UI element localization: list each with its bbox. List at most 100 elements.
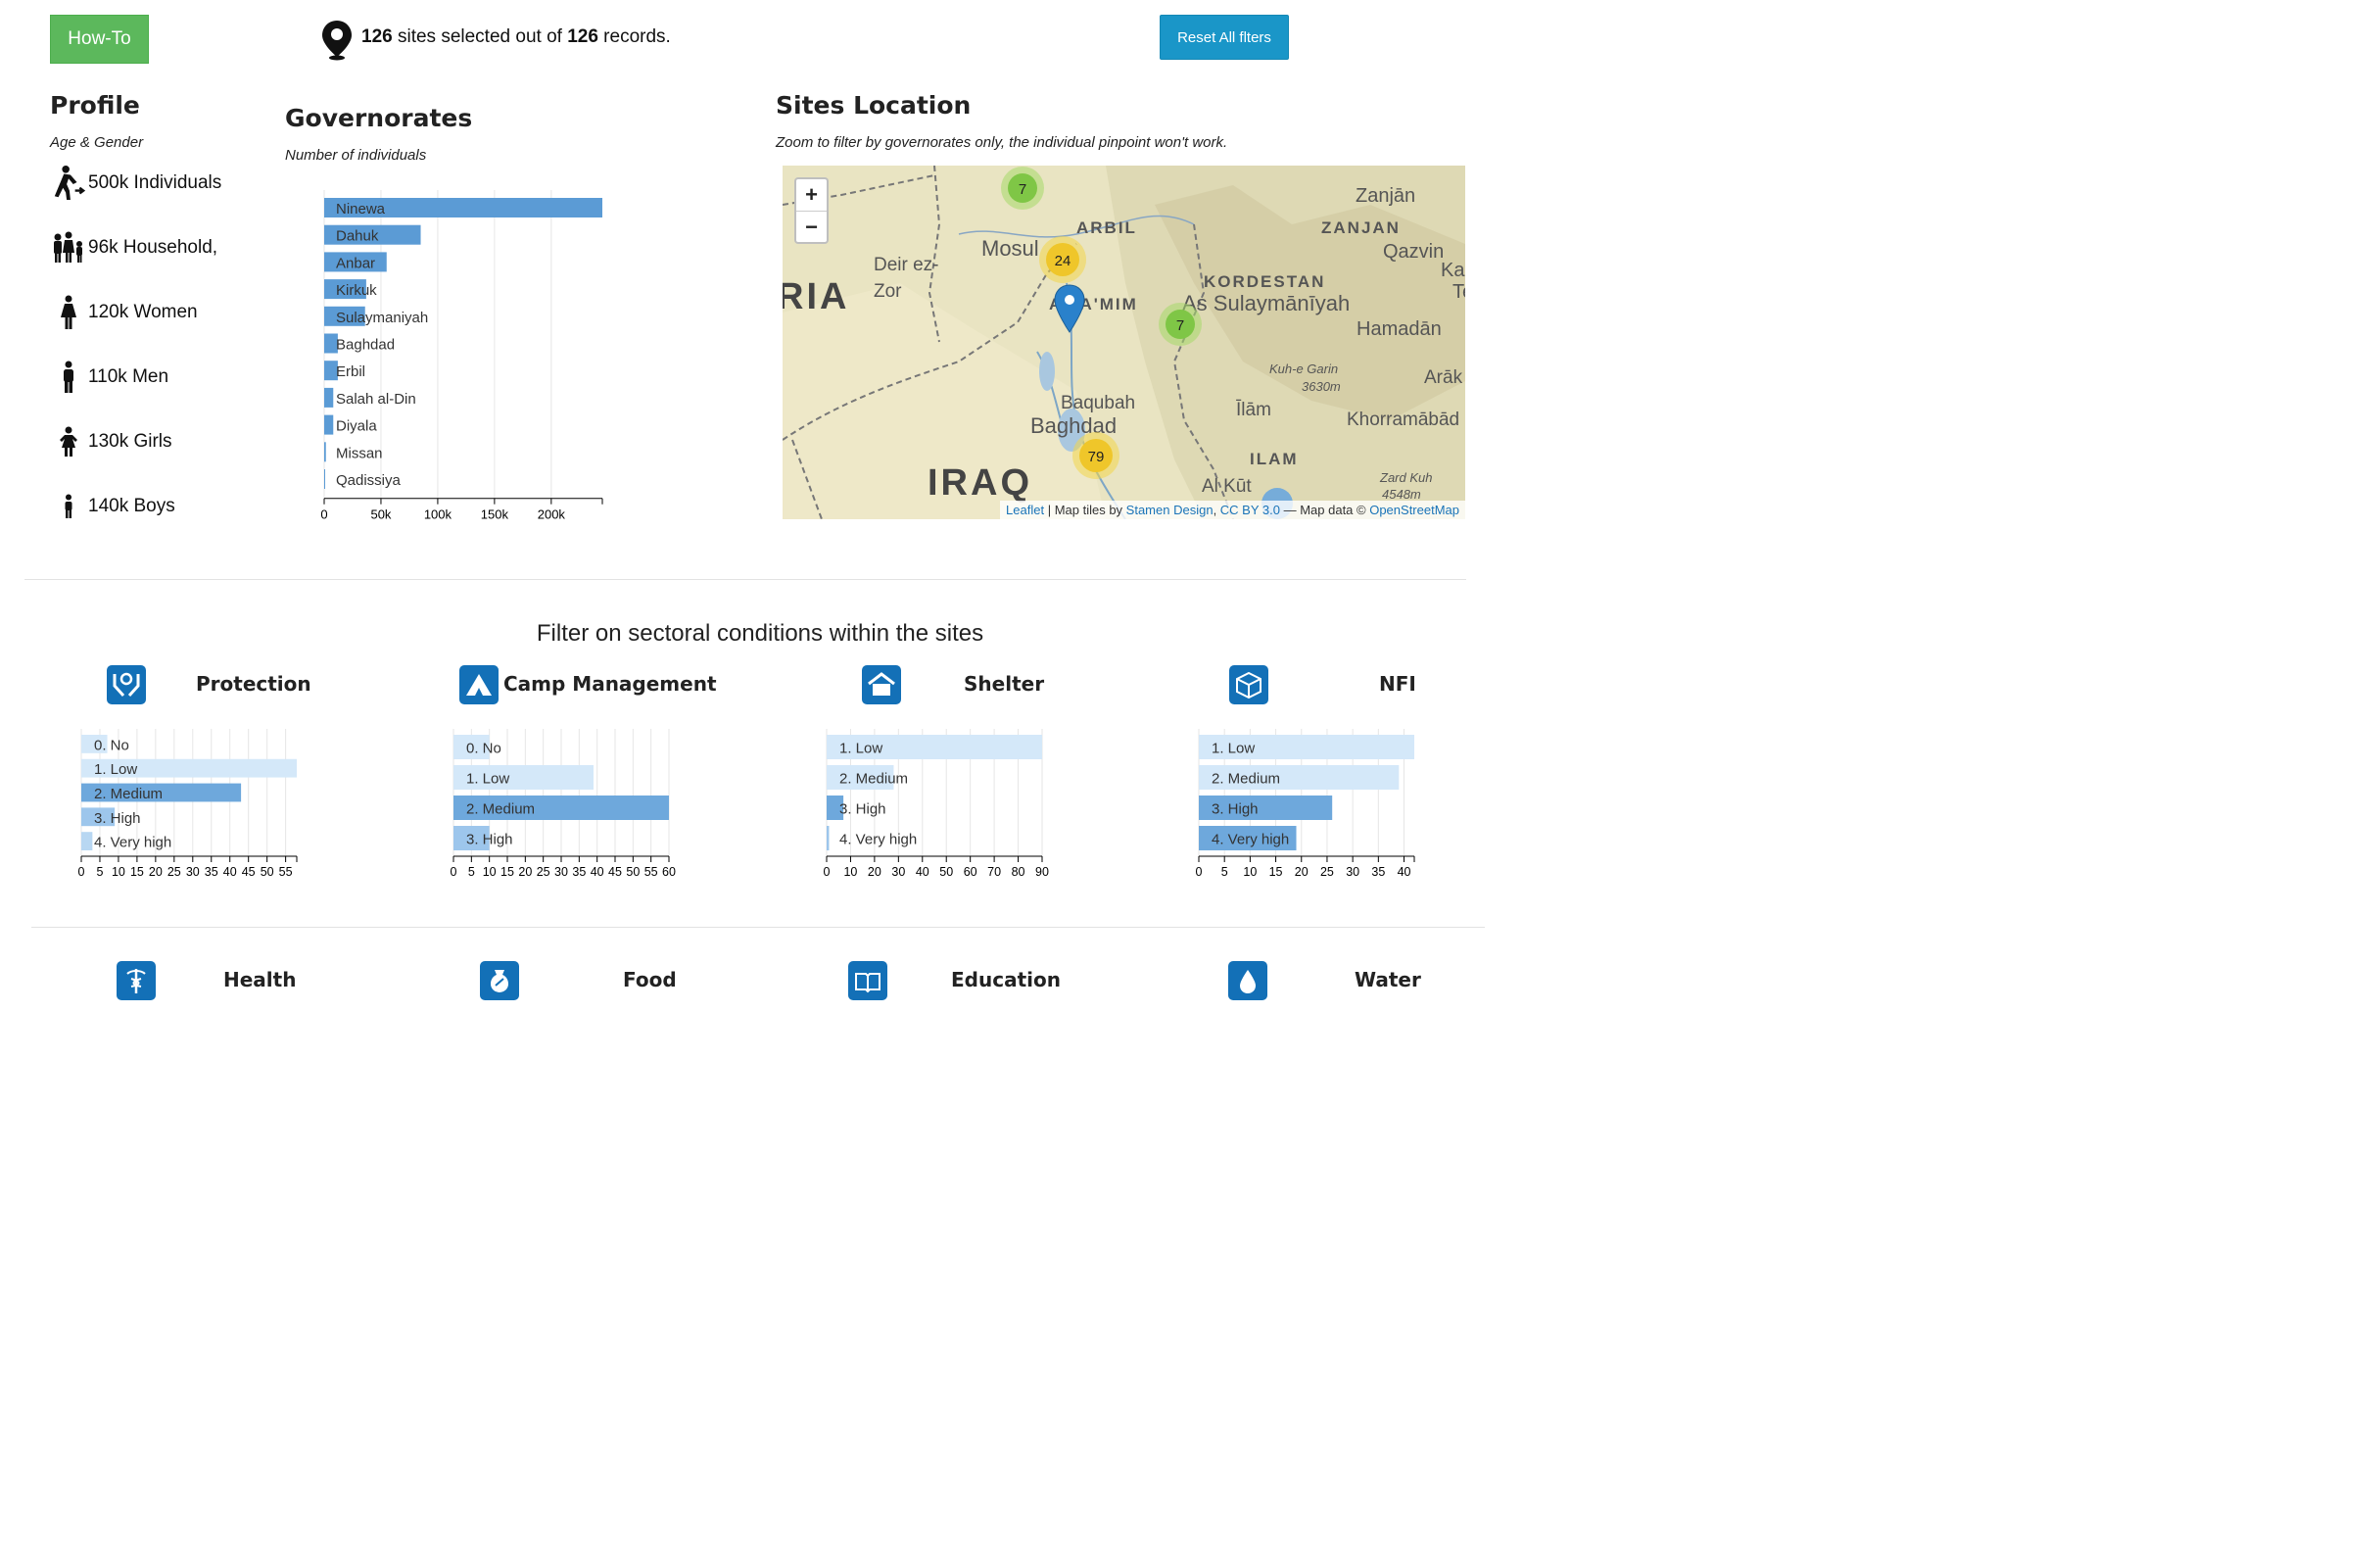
cluster-count: 7 xyxy=(1176,317,1184,334)
map-zoom-control: + − xyxy=(794,177,829,244)
bar-label: 1. Low xyxy=(466,771,509,788)
bar[interactable] xyxy=(453,796,669,820)
x-tick-label: 30 xyxy=(186,865,200,879)
map-place-label: KORDESTAN xyxy=(1204,272,1325,291)
bar[interactable] xyxy=(324,333,338,354)
bar-label: 4. Very high xyxy=(1212,832,1289,848)
x-tick-label: 60 xyxy=(964,865,977,879)
book-icon xyxy=(848,961,887,1000)
profile-subtitle: Age & Gender xyxy=(50,134,144,151)
bar[interactable] xyxy=(324,198,602,217)
bar[interactable] xyxy=(81,783,242,802)
how-to-button[interactable]: How-To xyxy=(50,15,149,64)
bar[interactable] xyxy=(827,735,1042,759)
osm-link[interactable]: OpenStreetMap xyxy=(1369,503,1459,517)
sites-location-title: Sites Location xyxy=(776,91,972,120)
bar-label: 0. No xyxy=(94,737,129,753)
bar[interactable] xyxy=(1199,735,1414,759)
bar[interactable] xyxy=(324,306,365,326)
x-tick-label: 50 xyxy=(939,865,953,879)
x-tick-label: 15 xyxy=(130,865,144,879)
bar[interactable] xyxy=(1199,765,1400,790)
x-tick-label: 50 xyxy=(261,865,274,879)
bar[interactable] xyxy=(81,807,116,827)
stamen-link[interactable]: Stamen Design xyxy=(1125,503,1214,517)
protection-bar-chart[interactable]: 0. No 1. Low 2. Medium 3. High 4. Very high 0… xyxy=(69,725,313,882)
box-icon xyxy=(1229,665,1268,704)
bar[interactable] xyxy=(827,826,830,850)
x-tick-label: 35 xyxy=(205,865,218,879)
x-tick-label: 20 xyxy=(149,865,163,879)
bar[interactable] xyxy=(324,442,326,462)
map-cluster-marker[interactable]: 79 xyxy=(1072,432,1119,479)
map-place-label: Mosul xyxy=(981,236,1039,261)
bar[interactable] xyxy=(827,765,894,790)
leaflet-link[interactable]: Leaflet xyxy=(1006,503,1045,517)
bar[interactable] xyxy=(453,826,490,850)
map-place-label: Khorramābād xyxy=(1347,410,1459,430)
sites-map[interactable]: Zanjān ZANJAN Qazvin ARBIL Mosul Deir ez… xyxy=(783,166,1465,519)
sector-title-water: Water xyxy=(1355,968,1421,991)
reset-all-filters-button[interactable]: Reset All flters xyxy=(1160,15,1289,60)
attribution-sep: , xyxy=(1213,503,1220,517)
x-tick-label: 40 xyxy=(1398,865,1411,879)
x-tick-label: 40 xyxy=(916,865,929,879)
map-pin-marker[interactable] xyxy=(1054,284,1085,333)
filter-section-title: Filter on sectoral conditions within the… xyxy=(536,620,984,647)
house-icon xyxy=(862,665,901,704)
x-tick-label: 45 xyxy=(242,865,256,879)
x-tick-label: 20 xyxy=(518,865,532,879)
x-tick-label: 10 xyxy=(483,865,497,879)
bar[interactable] xyxy=(324,224,421,245)
bar[interactable] xyxy=(81,758,297,778)
sector-title-protection: Protection xyxy=(196,672,311,696)
x-tick-label: 0 xyxy=(78,865,85,879)
bar[interactable] xyxy=(81,735,108,753)
bar[interactable] xyxy=(324,252,387,272)
profile-item-boys: 140k Boys xyxy=(51,485,276,528)
bar-label: 4. Very high xyxy=(94,835,171,851)
bar[interactable] xyxy=(324,469,325,489)
bar[interactable] xyxy=(81,832,93,850)
x-tick-label: 50 xyxy=(626,865,640,879)
profile-item-individuals: 500k Individuals xyxy=(51,162,276,205)
bar[interactable] xyxy=(324,279,366,300)
bar[interactable] xyxy=(453,735,490,759)
bar-label: 2. Medium xyxy=(466,801,535,818)
attribution-text: | Map tiles by xyxy=(1044,503,1126,517)
sites-text-end: records. xyxy=(597,26,671,47)
map-place-label: Qazvin xyxy=(1383,241,1444,263)
bar[interactable] xyxy=(324,414,334,435)
bar[interactable] xyxy=(324,387,334,408)
sector-title-health: Health xyxy=(223,968,297,991)
sector-title-food: Food xyxy=(623,968,677,991)
shelter-bar-chart[interactable]: 1. Low 2. Medium 3. High 4. Very high 0 10 20 3… xyxy=(814,725,1059,882)
bar[interactable] xyxy=(1199,796,1333,820)
zoom-out-button[interactable]: − xyxy=(796,211,827,242)
bar-label: 3. High xyxy=(94,810,141,827)
x-tick-label: 45 xyxy=(608,865,622,879)
map-cluster-marker[interactable]: 7 xyxy=(1159,303,1202,346)
profile-item-label: 140k Boys xyxy=(88,496,175,516)
cc-by-link[interactable]: CC BY 3.0 xyxy=(1219,503,1280,517)
bar-label: 0. No xyxy=(466,741,501,757)
map-place-label: 4548m xyxy=(1382,487,1421,502)
section-divider xyxy=(24,579,1466,580)
bar[interactable] xyxy=(324,361,338,381)
x-tick-label: 15 xyxy=(1269,865,1283,879)
bar[interactable] xyxy=(827,796,844,820)
x-tick-label: 100k xyxy=(424,507,452,519)
map-cluster-marker[interactable]: 24 xyxy=(1039,236,1086,283)
governorates-bar-chart[interactable]: Ninewa Dahuk Anbar Kirkuk Sulaymaniyah Baghda… xyxy=(313,186,617,519)
x-tick-label: 40 xyxy=(591,865,604,879)
bar[interactable] xyxy=(1199,826,1297,850)
profile-item-women: 120k Women xyxy=(51,291,276,334)
map-cluster-marker[interactable]: 7 xyxy=(1001,167,1044,210)
bar-label: 1. Low xyxy=(94,761,137,778)
zoom-in-button[interactable]: + xyxy=(805,182,818,207)
bar[interactable] xyxy=(453,765,594,790)
x-tick-label: 70 xyxy=(987,865,1001,879)
nfi-bar-chart[interactable]: 1. Low 2. Medium 3. High 4. Very high 0 5 10 15… xyxy=(1186,725,1431,882)
map-place-label: Kuh-e Garin xyxy=(1269,362,1338,376)
